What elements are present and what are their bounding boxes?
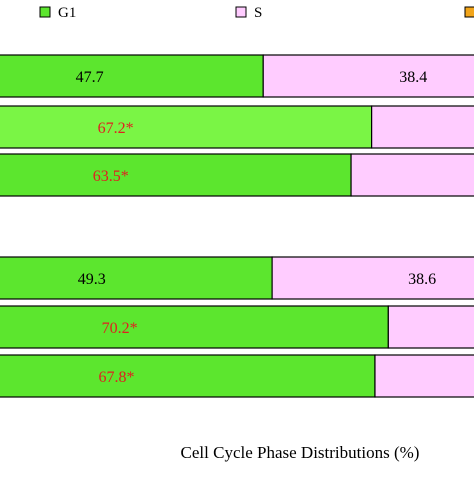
bar-segment-s xyxy=(262,54,474,98)
legend: G1 S xyxy=(39,5,474,21)
data-label-g1: 70.2* xyxy=(102,320,138,337)
bar-row: 67.8* xyxy=(0,354,474,398)
bar-segment-s xyxy=(371,105,474,149)
bar-group-2: 49.3 38.6 70.2* 67.8* xyxy=(0,256,474,398)
bar-segment-s xyxy=(271,256,474,300)
bar-row: 67.2* xyxy=(0,105,474,149)
bar-row: 70.2* xyxy=(0,305,474,349)
bar-segment-s xyxy=(350,153,474,197)
data-label-g1: 67.8* xyxy=(98,369,134,386)
data-label-g1: 47.7 xyxy=(76,69,104,86)
bar-row: 47.7 38.4 xyxy=(0,54,474,98)
legend-swatch xyxy=(235,6,247,18)
bar-group-1: 47.7 38.4 67.2* 63.5* xyxy=(0,54,474,197)
legend-item-other xyxy=(464,6,474,18)
bar-segment-g1 xyxy=(0,153,352,197)
legend-label: S xyxy=(254,5,262,21)
bar-row: 49.3 38.6 xyxy=(0,256,474,300)
bar-segment-s xyxy=(387,305,474,349)
bar-segment-g1 xyxy=(0,305,389,349)
bar-segment-g1 xyxy=(0,354,376,398)
x-axis-label: Cell Cycle Phase Distributions (%) xyxy=(181,443,420,462)
legend-swatch xyxy=(464,6,474,18)
bar-segment-g1 xyxy=(0,54,264,98)
data-label-g1: 49.3 xyxy=(78,271,106,288)
legend-label: G1 xyxy=(58,5,76,21)
data-label-g1: 63.5* xyxy=(93,168,129,185)
data-label-s: 38.6 xyxy=(408,271,436,288)
legend-item-g1: G1 xyxy=(39,5,76,21)
bars: 47.7 38.4 67.2* 63.5* 49.3 38.6 70.2* 67.8* xyxy=(0,54,474,398)
legend-swatch xyxy=(39,6,51,18)
data-label-g1: 67.2* xyxy=(98,120,134,137)
bar-row: 63.5* xyxy=(0,153,474,197)
data-label-s: 38.4 xyxy=(399,69,427,86)
legend-item-s: S xyxy=(235,5,262,21)
bar-segment-g1 xyxy=(0,105,373,149)
bar-segment-g1 xyxy=(0,256,273,300)
bar-segment-s xyxy=(374,354,474,398)
